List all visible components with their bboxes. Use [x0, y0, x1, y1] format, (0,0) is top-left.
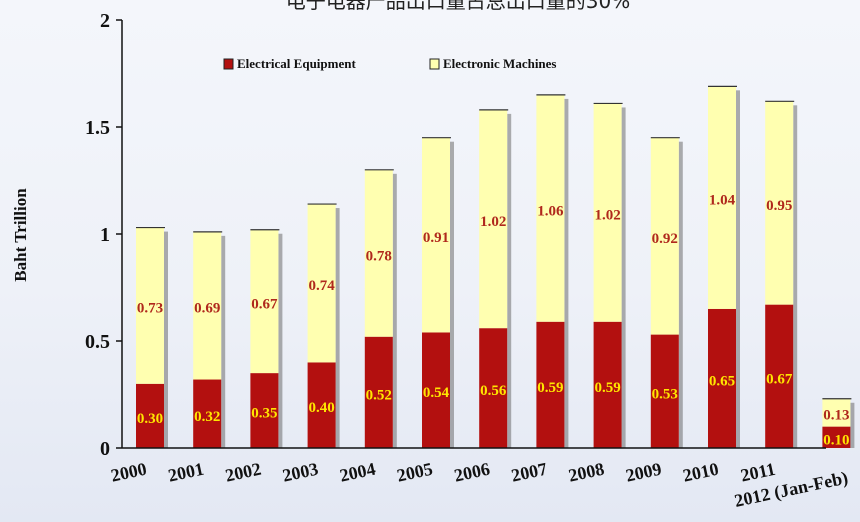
bar-shadow [621, 107, 626, 449]
bar-electrical-equipment [593, 321, 622, 448]
bar-electrical-equipment [193, 379, 222, 448]
legend-swatch-electrical [223, 58, 234, 70]
data-label-electronic: 0.73 [137, 301, 163, 317]
bars: 0.30 0.73 0.32 0.69 0.35 0.67 0.40 0.74 0.52 0.78… [136, 85, 855, 449]
data-label-electrical: 0.67 [766, 371, 793, 387]
bar-electronic-machines [822, 398, 851, 427]
y-axis: 0 0.5 1 1.5 2 [85, 10, 122, 460]
y-tick-label: 1 [100, 224, 110, 246]
bar-shadow [278, 233, 283, 448]
data-label-electronic: 1.06 [537, 203, 564, 219]
data-label-electrical: 0.56 [480, 383, 507, 399]
data-label-electronic: 0.69 [194, 301, 220, 317]
data-label-electronic: 0.13 [823, 408, 849, 424]
data-label-electronic: 0.91 [423, 230, 449, 246]
x-tick-label: 2001 [166, 459, 205, 486]
y-tick-label: 0 [100, 438, 110, 460]
bar-electrical-equipment [650, 334, 679, 448]
bar-electronic-machines [593, 103, 622, 322]
bar-electrical-equipment [422, 332, 450, 448]
data-label-electronic: 1.02 [594, 208, 620, 224]
bar-electrical-equipment [708, 308, 736, 448]
x-tick-label: 2010 [681, 459, 720, 486]
bar-electronic-machines [765, 101, 794, 305]
bar-electronic-machines [422, 137, 450, 333]
bar-shadow [678, 141, 683, 448]
data-label-electrical: 0.32 [194, 409, 220, 425]
y-tick-label: 1.5 [85, 117, 110, 139]
x-tick-label: 2004 [338, 459, 377, 486]
x-tick-label: 2011 [739, 459, 777, 486]
data-label-electronic: 0.92 [652, 231, 678, 247]
data-label-electronic: 1.04 [709, 193, 736, 209]
data-label-electrical: 0.35 [251, 406, 277, 422]
data-label-electrical: 0.10 [823, 432, 849, 448]
x-tick-label: 2006 [452, 459, 491, 486]
bar-shadow [793, 105, 798, 448]
data-label-electrical: 0.40 [308, 400, 334, 416]
data-label-electrical: 0.59 [594, 380, 620, 396]
bar-electronic-machines [193, 231, 222, 380]
bar-electrical-equipment [364, 336, 393, 448]
y-tick-label: 2 [100, 10, 110, 32]
bar-shadow [564, 98, 569, 449]
data-label-electronic: 1.02 [480, 214, 506, 230]
bar-electronic-machines [364, 169, 393, 337]
bar-electrical-equipment [479, 328, 508, 448]
bar-electronic-machines [250, 229, 279, 374]
bar-shadow [850, 402, 855, 448]
bar-electronic-machines [479, 109, 508, 329]
bar-electrical-equipment [250, 373, 279, 448]
bar-shadow [450, 141, 454, 448]
bar-electrical-equipment [136, 383, 164, 448]
legend: Electrical Equipment Electronic Machines [223, 56, 557, 71]
bar-electronic-machines [708, 86, 736, 309]
data-label-electronic: 0.95 [766, 198, 792, 214]
bar-electrical-equipment [822, 426, 851, 448]
data-label-electronic: 0.67 [251, 296, 278, 312]
legend-swatch-electronic [429, 58, 440, 70]
bar-shadow [736, 90, 740, 448]
x-tick-label: 2002 [223, 459, 262, 486]
x-axis: 2000 2001 2002 2003 2004 2005 2006 2007 2008 2009… [109, 459, 850, 512]
bar-electronic-machines [307, 204, 336, 363]
legend-label-electronic: Electronic Machines [443, 56, 557, 71]
chart-title: 电子电器产品出口量占总出口量的30% [286, 0, 630, 13]
bar-shadow [164, 231, 168, 448]
bar-electrical-equipment [536, 321, 565, 448]
bar-shadow [392, 173, 397, 449]
x-tick-label: 2007 [509, 459, 548, 486]
data-label-electrical: 0.30 [137, 411, 163, 427]
data-label-electrical: 0.53 [652, 386, 678, 402]
bar-electrical-equipment [765, 304, 794, 448]
bar-electronic-machines [136, 227, 164, 384]
bar-electrical-equipment [307, 362, 336, 448]
x-tick-label: 2009 [624, 459, 663, 486]
x-tick-label: 2000 [109, 459, 148, 486]
x-tick-label: 2008 [567, 459, 606, 486]
x-tick-label: 2003 [281, 459, 320, 486]
bar-shadow [335, 208, 340, 448]
data-label-electrical: 0.65 [709, 373, 735, 389]
bar-shadow [507, 113, 512, 448]
data-label-electrical: 0.59 [537, 380, 563, 396]
y-tick-label: 0.5 [85, 331, 110, 353]
data-label-electrical: 0.52 [366, 387, 392, 403]
data-label-electronic: 0.74 [308, 278, 335, 294]
bar-electronic-machines [536, 94, 565, 322]
legend-label-electrical: Electrical Equipment [237, 56, 356, 71]
bar-shadow [221, 235, 226, 448]
data-label-electrical: 0.54 [423, 385, 450, 401]
x-tick-label: 2005 [395, 459, 434, 486]
y-axis-label: Baht Trillion [11, 188, 30, 282]
bar-electronic-machines [650, 137, 679, 335]
data-label-electronic: 0.78 [366, 248, 392, 264]
